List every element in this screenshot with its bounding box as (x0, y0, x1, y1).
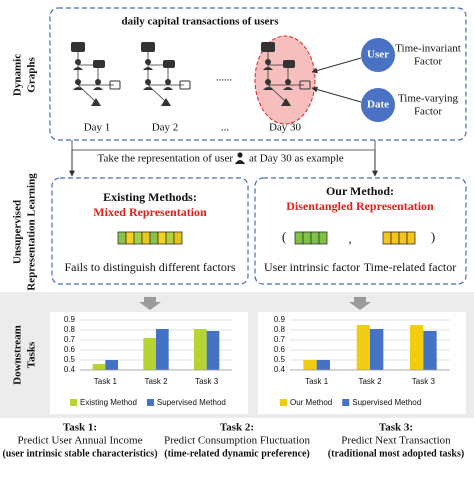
y-tick-label: 0.9 (64, 315, 76, 324)
task-goal: Predict Next Transaction (341, 435, 451, 447)
y-tick-label: 0.4 (64, 365, 76, 374)
subheading: Disentangled Representation (286, 199, 434, 213)
heading: Existing Methods: (103, 190, 197, 204)
bar (316, 360, 330, 370)
task-note: (user intrinsic stable characteristics) (2, 448, 157, 459)
day-label: Day 2 (152, 122, 179, 134)
comma: , (348, 231, 351, 246)
legend-swatch (280, 399, 287, 406)
connector (71, 140, 376, 151)
bar (156, 329, 169, 370)
down-arrow (349, 297, 371, 310)
paren: ( (282, 229, 286, 244)
x-tick-label: Task 1 (305, 377, 329, 386)
y-tick-label: 0.6 (64, 345, 76, 354)
day-label: ... (221, 122, 230, 134)
paren: ) (431, 229, 435, 244)
y-tick-label: 0.7 (274, 335, 286, 344)
label-bg (112, 151, 358, 165)
user-vector (294, 231, 328, 245)
graphs-box (49, 7, 467, 141)
bar (370, 329, 384, 370)
task-name: Task 3: (379, 422, 413, 434)
x-tick-label: Task 2 (358, 377, 382, 386)
caption: Fails to distinguish different factors (64, 260, 235, 274)
x-tick-label: Task 3 (195, 377, 219, 386)
task-name: Task 2: (220, 422, 254, 434)
side-label: Unsupervised Representation Learning (12, 173, 38, 291)
factor-node-label: User (367, 49, 389, 61)
task-name: Task 1: (63, 422, 97, 434)
factor-node (361, 88, 395, 122)
task-goal: Predict Consumption Fluctuation (164, 435, 311, 447)
y-tick-label: 0.9 (274, 315, 286, 324)
down-arrow (139, 297, 161, 310)
factor-label: Factor (414, 106, 442, 118)
highlight-ellipse (254, 35, 316, 125)
legend-label: Supervised Method (352, 398, 421, 407)
legend-label: Supervised Method (157, 398, 226, 407)
user-icon (235, 152, 245, 164)
day-label: Day 1 (84, 122, 111, 134)
graph-icon (141, 42, 190, 106)
side-label-line: Representation Learning (26, 173, 38, 291)
mixed-vector (117, 231, 183, 245)
bar (194, 329, 207, 370)
y-tick-label: 0.8 (274, 325, 286, 334)
existing-box (51, 177, 249, 285)
factor-node (361, 38, 395, 72)
factor-label: Time-varying (398, 93, 459, 105)
factor-label: Factor (414, 56, 442, 68)
y-tick-label: 0.5 (274, 355, 286, 364)
heading: Our Method: (326, 184, 394, 198)
legend-swatch (342, 399, 350, 406)
bar (143, 338, 156, 370)
legend-label: Existing Method (80, 398, 137, 407)
arrow (311, 86, 362, 103)
factor-label: Time-invariant (395, 43, 461, 55)
side-label-line: Dynamic (12, 54, 24, 96)
task-note: (traditional most adopted tasks) (328, 448, 464, 459)
side-label-line: Downstream (12, 325, 24, 385)
factor-node-label: Date (367, 99, 389, 111)
bar (423, 331, 437, 370)
bar (105, 360, 118, 370)
bar (356, 325, 370, 370)
ellipsis: ...... (216, 72, 233, 84)
side-label-line: Tasks (26, 341, 38, 368)
ours-box (254, 177, 467, 285)
factor-caption: User intrinsic factor (264, 260, 360, 274)
bar (92, 364, 106, 370)
y-tick-label: 0.6 (274, 345, 286, 354)
legend-label: Our Method (290, 398, 332, 407)
bar (303, 360, 317, 370)
task-note: (time-related dynamic preference) (164, 448, 310, 459)
x-tick-label: Task 2 (144, 377, 168, 386)
y-tick-label: 0.7 (64, 335, 76, 344)
y-tick-label: 0.4 (274, 365, 286, 374)
graphs-title: daily capital transactions of users (121, 16, 279, 28)
side-label-line: Unsupervised (12, 200, 24, 264)
y-tick-label: 0.5 (64, 355, 76, 364)
side-label: Downstream Tasks (12, 325, 38, 385)
graph-icon (71, 42, 120, 106)
example-text: at Day 30 as example (249, 153, 344, 165)
day-label: Day 30 (269, 122, 302, 134)
y-tick-label: 0.8 (64, 325, 76, 334)
bar (410, 325, 424, 370)
task-goal: Predict User Annual Income (18, 435, 143, 447)
factor-caption: Time-related factor (364, 260, 457, 274)
arrow (311, 57, 362, 74)
subheading: Mixed Representation (93, 205, 207, 219)
legend-swatch (146, 399, 154, 406)
legend-swatch (70, 399, 77, 406)
side-label-line: Graphs (26, 57, 38, 93)
bar (206, 331, 220, 370)
time-vector (382, 231, 416, 245)
x-tick-label: Task 3 (412, 377, 436, 386)
example-text: Take the representation of user (98, 153, 234, 165)
x-tick-label: Task 1 (94, 377, 118, 386)
side-label: Dynamic Graphs (12, 54, 38, 96)
